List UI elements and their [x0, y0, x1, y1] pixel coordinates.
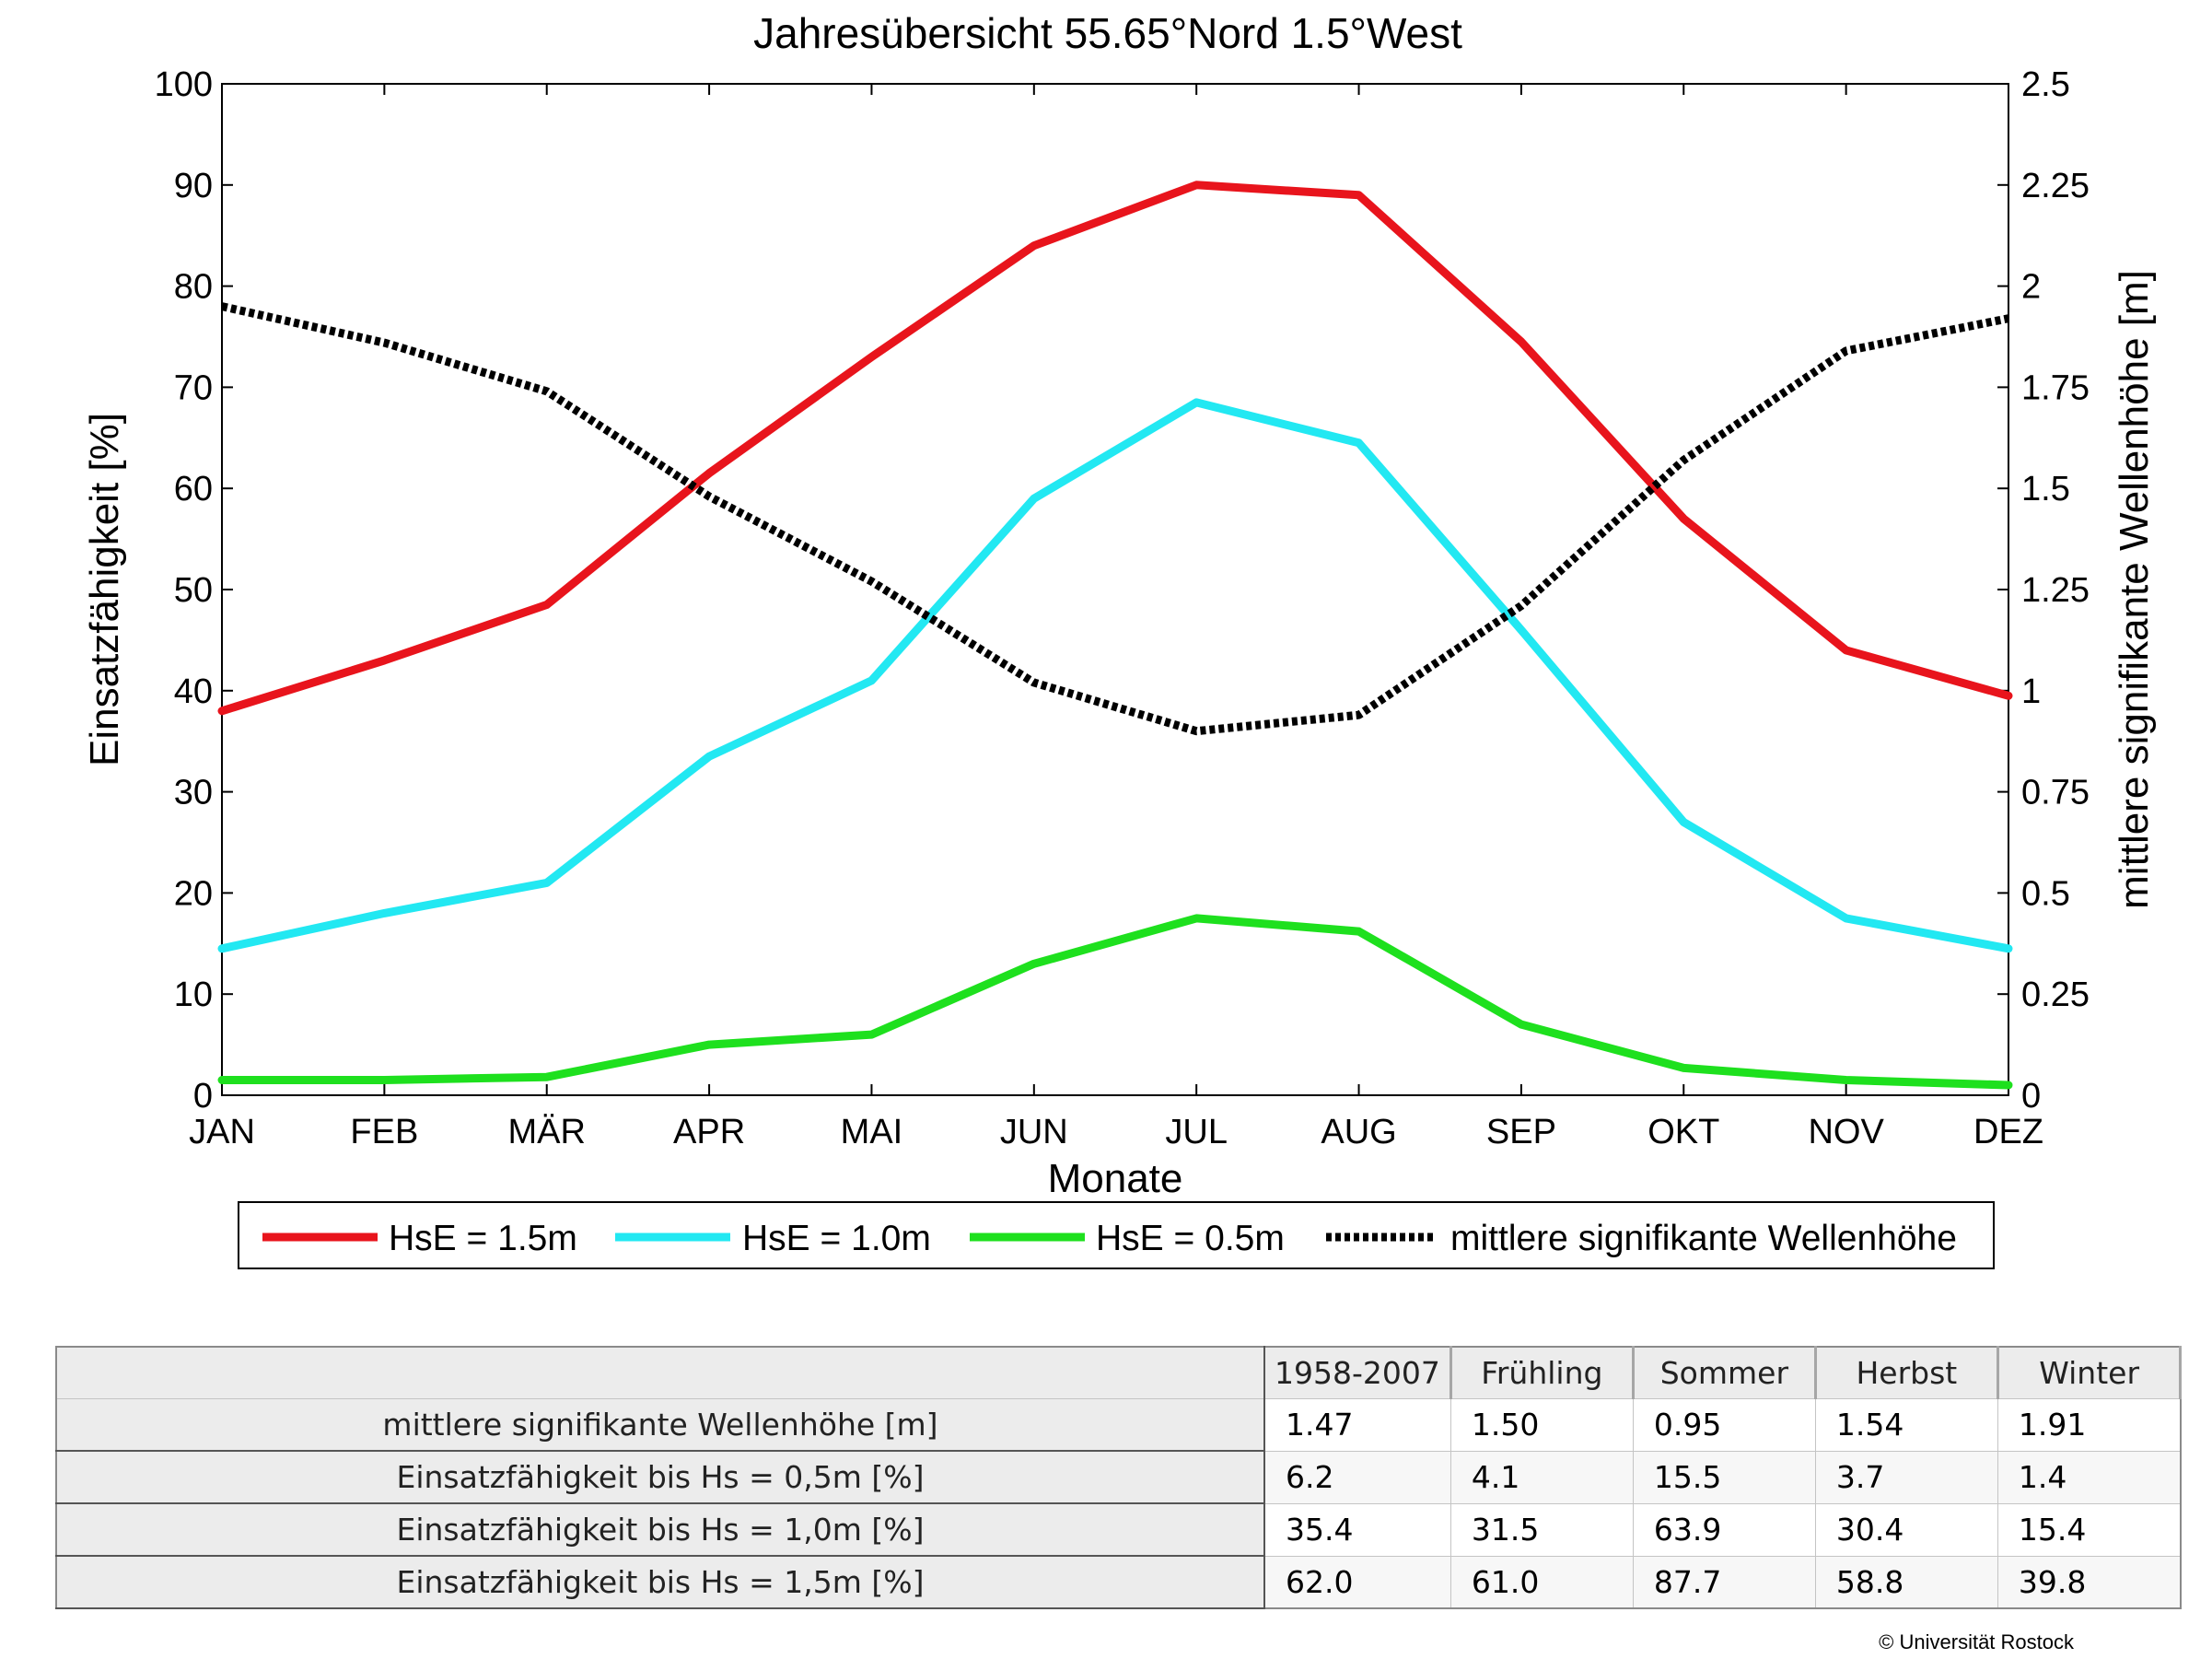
table-header-autumn: Herbst — [1814, 1346, 1999, 1399]
row-label: Einsatzfähigkeit bis Hs = 1,5m [%] — [55, 1555, 1265, 1609]
y-tick-label: 80 — [174, 268, 213, 307]
x-tick-label: MAI — [841, 1113, 903, 1151]
table-cell: 30.4 — [1814, 1502, 1998, 1557]
x-axis-title: Monate — [1048, 1156, 1183, 1201]
table-cell: 6.2 — [1263, 1450, 1451, 1504]
table-cell: 4.1 — [1449, 1450, 1634, 1504]
x-tick-label: OKT — [1647, 1113, 1719, 1151]
table-cell: 39.8 — [1997, 1555, 2182, 1609]
y-tick-label: 100 — [155, 65, 213, 104]
row-label: mittlere signifikante Wellenhöhe [m] — [55, 1398, 1265, 1452]
y-tick-label: 70 — [174, 368, 213, 407]
legend: HsE = 1.5m HsE = 1.0m HsE = 0.5m mittler… — [238, 1201, 1995, 1269]
table-cell: 58.8 — [1814, 1555, 1998, 1609]
y-tick-label: 10 — [174, 976, 213, 1014]
table-header-spring: Frühling — [1449, 1346, 1635, 1399]
x-tick-label: NOV — [1808, 1113, 1884, 1151]
row-label: Einsatzfähigkeit bis Hs = 0,5m [%] — [55, 1450, 1265, 1504]
copyright-notice: © Universität Rostock — [1879, 1630, 2074, 1653]
ticks-layer: JAN FEB MÄR APR MAI JUN JUL AUG SEP OKT NOV DEZ0102… — [155, 65, 2090, 1151]
table-cell: 3.7 — [1814, 1450, 1998, 1504]
chart-title: Jahresübersicht 55.65°Nord 1.5°West — [753, 9, 1462, 57]
table-cell: 1.50 — [1449, 1398, 1634, 1452]
series-line-wave-height — [221, 302, 2009, 736]
y2-axis-title: mittlere signifikante Wellenhöhe [m] — [2112, 270, 2157, 909]
legend-label-wave-height: mittlere signifikante Wellenhöhe — [1450, 1219, 1957, 1258]
table-cell: 15.5 — [1632, 1450, 1816, 1504]
legend-box — [238, 1201, 1995, 1269]
y-tick-label: 20 — [174, 874, 213, 913]
legend-label-hse15: HsE = 1.5m — [389, 1219, 577, 1258]
table-row: Einsatzfähigkeit bis Hs = 1,5m [%] 62.0 … — [55, 1555, 2182, 1609]
table-cell: 31.5 — [1449, 1502, 1634, 1557]
table-corner-cell — [55, 1346, 1265, 1399]
y-tick-label: 50 — [174, 571, 213, 610]
series-layer — [217, 181, 2013, 1090]
x-tick-label: JAN — [189, 1113, 255, 1151]
y2-tick-label: 0.25 — [2021, 976, 2090, 1014]
x-tick-label: MÄR — [508, 1113, 586, 1151]
y2-tick-label: 0 — [2021, 1077, 2041, 1116]
y-tick-label: 30 — [174, 774, 213, 812]
table-cell: 63.9 — [1632, 1502, 1816, 1557]
series-line-hse10 — [217, 398, 2013, 953]
x-tick-label: JUL — [1165, 1113, 1228, 1151]
table-cell: 35.4 — [1263, 1502, 1451, 1557]
y2-tick-label: 2 — [2021, 268, 2041, 307]
legend-label-hse10: HsE = 1.0m — [742, 1219, 931, 1258]
row-label: Einsatzfähigkeit bis Hs = 1,0m [%] — [55, 1502, 1265, 1557]
y2-tick-label: 2.5 — [2021, 65, 2070, 104]
y-tick-label: 60 — [174, 470, 213, 508]
y2-tick-label: 1.5 — [2021, 470, 2070, 508]
x-tick-label: FEB — [350, 1113, 418, 1151]
x-tick-label: APR — [673, 1113, 745, 1151]
y2-tick-label: 1 — [2021, 672, 2041, 711]
y2-tick-label: 2.25 — [2021, 167, 2090, 205]
table-header-winter: Winter — [1997, 1346, 2183, 1399]
table-cell: 1.91 — [1997, 1398, 2182, 1452]
table-header-period: 1958-2007 — [1263, 1346, 1452, 1399]
y2-tick-label: 0.5 — [2021, 874, 2070, 913]
table-cell: 62.0 — [1263, 1555, 1451, 1609]
table-cell: 87.7 — [1632, 1555, 1816, 1609]
table-header-row: 1958-2007 Frühling Sommer Herbst Winter — [55, 1346, 2183, 1399]
y-tick-label: 40 — [174, 672, 213, 711]
table-cell: 0.95 — [1632, 1398, 1816, 1452]
table-cell: 1.54 — [1814, 1398, 1998, 1452]
annual-overview-chart: Jahresübersicht 55.65°Nord 1.5°West JAN F… — [82, 9, 2157, 1269]
table-header-summer: Sommer — [1632, 1346, 1817, 1399]
table-row: Einsatzfähigkeit bis Hs = 0,5m [%] 6.2 4… — [55, 1450, 2182, 1504]
y2-tick-label: 1.25 — [2021, 571, 2090, 610]
y-axis-title: Einsatzfähigkeit [%] — [82, 413, 127, 766]
series-line-hse15 — [217, 181, 2013, 716]
x-tick-label: SEP — [1486, 1113, 1556, 1151]
x-tick-label: JUN — [1000, 1113, 1068, 1151]
series-line-hse05 — [217, 914, 2013, 1090]
table-cell: 15.4 — [1997, 1502, 2182, 1557]
table-row: mittlere signifikante Wellenhöhe [m] 1.4… — [55, 1398, 2182, 1452]
table-cell: 1.47 — [1263, 1398, 1451, 1452]
table-cell: 61.0 — [1449, 1555, 1634, 1609]
seasonal-statistics-table: 1958-2007 Frühling Sommer Herbst Winter … — [55, 1346, 2183, 1609]
x-tick-label: AUG — [1321, 1113, 1396, 1151]
y-tick-label: 90 — [174, 167, 213, 205]
y2-tick-label: 1.75 — [2021, 368, 2090, 407]
y-tick-label: 0 — [193, 1077, 213, 1116]
table-row: Einsatzfähigkeit bis Hs = 1,0m [%] 35.4 … — [55, 1502, 2182, 1557]
legend-label-hse05: HsE = 0.5m — [1096, 1219, 1285, 1258]
table-cell: 1.4 — [1997, 1450, 2182, 1504]
x-tick-label: DEZ — [1973, 1113, 2043, 1151]
y2-tick-label: 0.75 — [2021, 774, 2090, 812]
